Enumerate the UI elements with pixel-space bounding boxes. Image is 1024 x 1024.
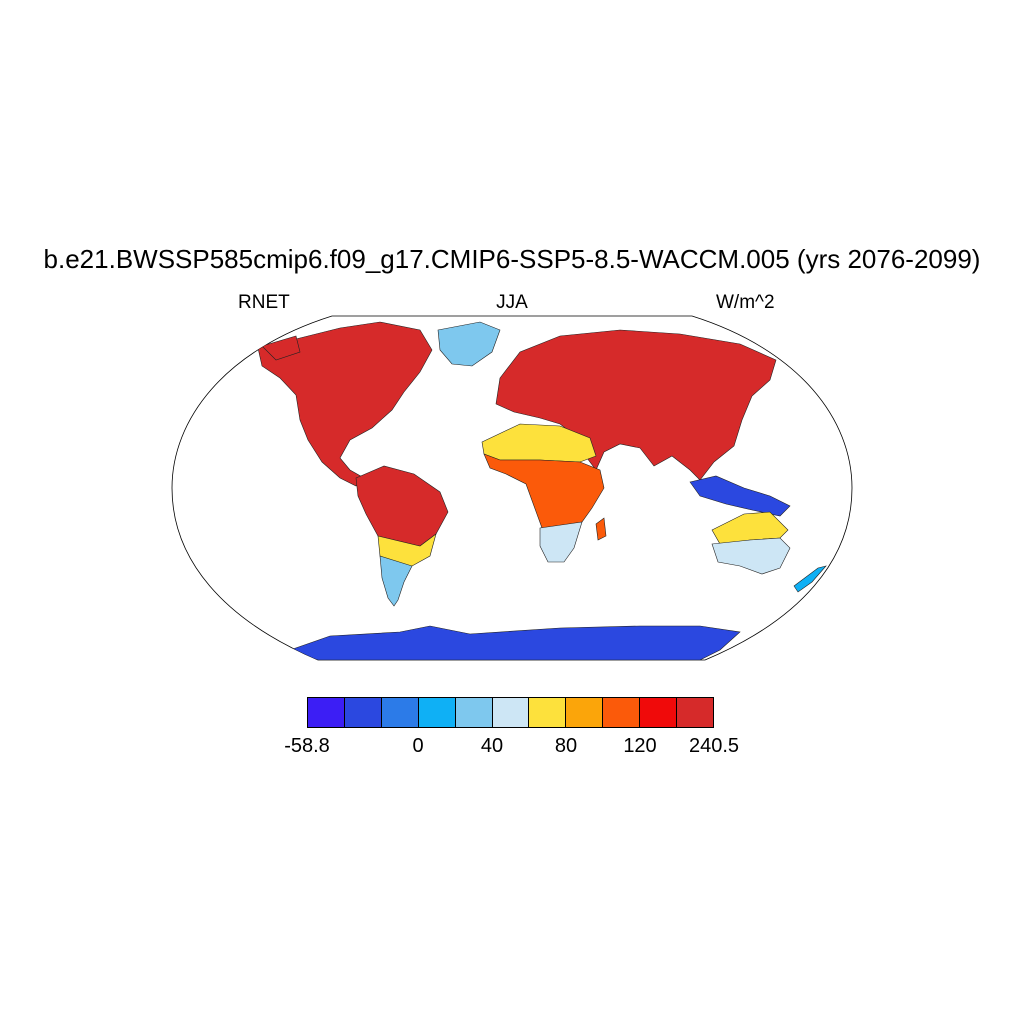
colorbar-swatch <box>492 698 530 727</box>
colorbar-tick-label: 80 <box>554 735 578 757</box>
colorbar-swatch <box>418 698 456 727</box>
colorbar-swatch <box>381 698 419 727</box>
units-label: W/m^2 <box>716 292 775 313</box>
season-label: JJA <box>496 292 528 313</box>
region-australia <box>711 537 791 575</box>
region-greenland <box>437 321 501 367</box>
colorbar-tick-label: 40 <box>480 735 504 757</box>
colorbar-swatch <box>566 698 604 727</box>
region-alaska <box>261 335 301 361</box>
region-new-zealand <box>793 565 827 593</box>
region-antarctica <box>289 625 741 660</box>
region-north-america <box>257 321 433 487</box>
region-southeast-asia <box>689 475 791 517</box>
colorbar-swatch <box>603 698 641 727</box>
colorbar-tick-label: -58.8 <box>284 735 330 757</box>
colorbar-swatch <box>529 698 567 727</box>
region-south-america-south <box>379 555 413 607</box>
variable-label: RNET <box>238 292 290 313</box>
colorbar-swatch <box>640 698 678 727</box>
colorbar <box>307 697 714 728</box>
colorbar-swatch <box>677 698 713 727</box>
colorbar-tick-label: 120 <box>623 735 657 757</box>
region-madagascar <box>595 517 607 541</box>
region-africa-south <box>539 521 583 563</box>
colorbar-tick-label: 240.5 <box>688 735 740 757</box>
colorbar-swatch <box>344 698 382 727</box>
figure-title: b.e21.BWSSP585cmip6.f09_g17.CMIP6-SSP5-8… <box>43 244 981 274</box>
colorbar-swatch <box>455 698 493 727</box>
colorbar-tick-label: 0 <box>412 735 424 757</box>
colorbar-swatch <box>308 698 345 727</box>
